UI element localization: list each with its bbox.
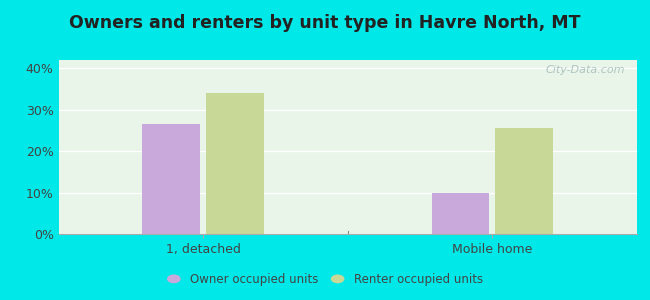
Bar xyxy=(495,128,553,234)
Bar xyxy=(432,193,489,234)
Text: City-Data.com: City-Data.com xyxy=(546,65,625,75)
Text: Owners and renters by unit type in Havre North, MT: Owners and renters by unit type in Havre… xyxy=(70,14,580,32)
Bar xyxy=(142,124,200,234)
Bar xyxy=(206,93,264,234)
Legend: Owner occupied units, Renter occupied units: Owner occupied units, Renter occupied un… xyxy=(162,269,488,291)
